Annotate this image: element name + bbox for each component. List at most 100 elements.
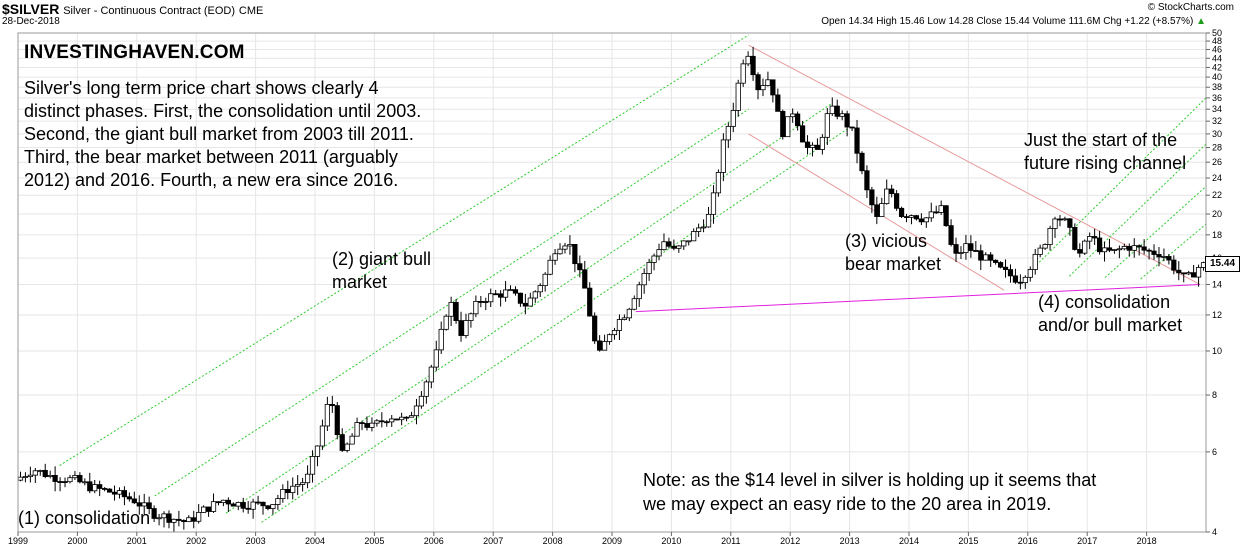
intro-annotation: Silver's long term price chart shows cle…: [24, 78, 422, 190]
candle-body: [32, 470, 38, 476]
candle-body: [730, 110, 736, 127]
candle-body: [651, 255, 657, 263]
candle-body: [1111, 249, 1118, 251]
candle-body: [577, 263, 583, 271]
candle-body: [864, 170, 870, 191]
candle-body: [1121, 246, 1127, 250]
candle-body: [1156, 254, 1162, 258]
y-tick-label: 6: [1212, 447, 1217, 457]
candle-body: [908, 215, 915, 218]
candle-body: [567, 244, 573, 247]
y-tick-label: 30: [1212, 129, 1222, 139]
candle-body: [923, 217, 929, 223]
candle-body: [592, 315, 598, 342]
candle-body: [87, 481, 93, 492]
candle-body: [408, 415, 415, 418]
note-annotation: Note: as the $14 level in silver is hold…: [643, 470, 1097, 514]
ticker-symbol: $SILVER: [2, 1, 60, 17]
candle-body: [884, 188, 890, 205]
candle-body: [527, 297, 533, 307]
candle-body: [240, 502, 246, 509]
x-tick-label: 2001: [127, 536, 147, 546]
candle-body: [824, 113, 830, 138]
candle-body: [1131, 245, 1137, 251]
candle-body: [859, 152, 865, 172]
candle-body: [473, 301, 479, 315]
candle-body: [230, 503, 236, 507]
candle-body: [483, 301, 489, 303]
candle-body: [126, 496, 132, 500]
candle-body: [616, 319, 623, 331]
candle-body: [260, 501, 266, 507]
candle-body: [879, 203, 885, 217]
candle-body: [765, 79, 771, 86]
ticker-exchange: CME: [238, 5, 264, 17]
candle-body: [1007, 269, 1014, 277]
candle-body: [968, 243, 974, 251]
candle-body: [166, 513, 172, 523]
x-tick-label: 2012: [780, 536, 800, 546]
candle-body: [814, 144, 821, 150]
candle-body: [201, 506, 207, 513]
candle-body: [696, 227, 702, 232]
candle-body: [834, 105, 840, 117]
candle-body: [918, 218, 924, 223]
stockcharts-credit: © StockCharts.com: [1147, 2, 1234, 13]
y-tick-label: 4: [1212, 527, 1217, 537]
candle-body: [433, 349, 439, 368]
candle-body: [512, 289, 519, 294]
candle-body: [116, 490, 123, 495]
phase4-annotation: (4) consolidation and/or bull market: [1038, 292, 1183, 335]
candle-body: [131, 498, 137, 504]
candle-body: [394, 418, 400, 421]
candle-body: [329, 403, 335, 407]
candle-body: [1032, 253, 1038, 270]
candle-body: [700, 226, 707, 229]
candle-body: [1022, 276, 1028, 284]
candle-body: [611, 330, 618, 336]
candle-body: [106, 488, 113, 493]
candle-body: [889, 188, 895, 195]
candle-body: [943, 205, 949, 227]
candle-body: [1181, 272, 1187, 275]
candle-body: [676, 245, 682, 249]
candle-body: [300, 482, 306, 485]
candle-body: [993, 259, 999, 263]
candle-body: [156, 517, 162, 520]
candle-body: [458, 320, 464, 336]
candle-body: [562, 245, 568, 250]
candle-body: [869, 189, 875, 206]
candle-body: [319, 425, 326, 447]
candle-body: [62, 481, 68, 483]
candle-body: [498, 293, 504, 298]
candle-body: [235, 502, 241, 507]
candle-body: [552, 253, 558, 261]
y-tick-label: 24: [1212, 173, 1222, 183]
candle-body: [755, 74, 761, 91]
x-tick-label: 2013: [840, 536, 860, 546]
candle-body: [225, 499, 231, 505]
candle-body: [17, 476, 24, 481]
future-channel-line: [1104, 186, 1207, 278]
candle-body: [1101, 247, 1108, 253]
candle-body: [295, 484, 301, 487]
candle-body: [1072, 227, 1078, 250]
candle-body: [963, 243, 969, 253]
candle-body: [210, 501, 217, 512]
candle-body: [245, 507, 251, 510]
y-tick-label: 14: [1212, 279, 1222, 289]
candle-body: [215, 501, 222, 504]
candle-body: [309, 456, 316, 475]
channel-annotation: Just the start of the future rising chan…: [1024, 130, 1187, 173]
x-tick-label: 2009: [602, 536, 622, 546]
candle-body: [111, 491, 118, 495]
candle-body: [1002, 266, 1009, 270]
candle-body: [399, 416, 405, 421]
x-tick-label: 2000: [67, 536, 87, 546]
candle-body: [1186, 272, 1192, 275]
candle-body: [369, 422, 375, 428]
y-tick-label: 28: [1212, 143, 1222, 153]
candle-body: [196, 512, 202, 522]
candles: [17, 46, 1207, 533]
